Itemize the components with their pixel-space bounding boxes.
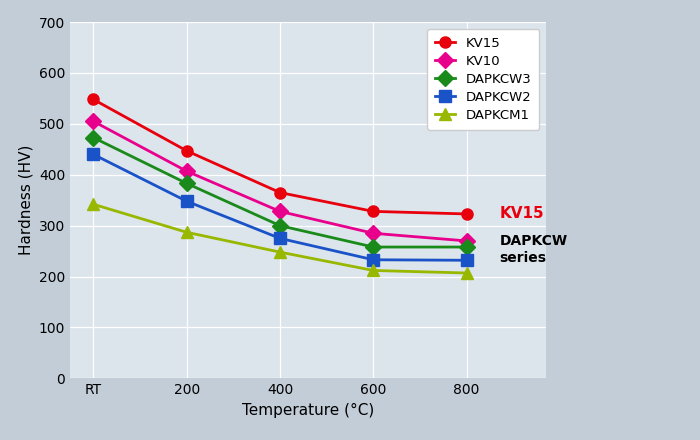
KV10: [463, 238, 471, 244]
KV15: [183, 148, 191, 154]
DAPKCW3: [183, 181, 191, 186]
KV10: [276, 209, 284, 214]
KV15: [276, 190, 284, 195]
DAPKCW3: [369, 244, 377, 249]
DAPKCW3: [276, 223, 284, 228]
Line: KV15: KV15: [88, 94, 473, 220]
KV15: [89, 97, 97, 102]
Line: DAPKCM1: DAPKCM1: [88, 199, 473, 279]
Y-axis label: Hardness (HV): Hardness (HV): [18, 145, 33, 255]
KV10: [89, 119, 97, 124]
DAPKCM1: [369, 268, 377, 273]
Line: DAPKCW2: DAPKCW2: [88, 149, 473, 266]
DAPKCM1: [89, 202, 97, 207]
KV15: [369, 209, 377, 214]
DAPKCW2: [276, 236, 284, 241]
DAPKCW2: [89, 152, 97, 157]
KV10: [183, 169, 191, 174]
Line: DAPKCW3: DAPKCW3: [88, 132, 473, 253]
DAPKCW2: [369, 257, 377, 262]
DAPKCW2: [183, 198, 191, 204]
Text: KV15: KV15: [499, 206, 544, 221]
DAPKCW2: [463, 258, 471, 263]
DAPKCM1: [183, 230, 191, 235]
X-axis label: Temperature (°C): Temperature (°C): [242, 403, 374, 418]
Text: DAPKCW
series: DAPKCW series: [499, 234, 568, 265]
Legend: KV15, KV10, DAPKCW3, DAPKCW2, DAPKCM1: KV15, KV10, DAPKCW3, DAPKCW2, DAPKCM1: [428, 29, 540, 130]
KV15: [463, 211, 471, 216]
DAPKCM1: [463, 270, 471, 275]
DAPKCM1: [276, 249, 284, 255]
KV10: [369, 231, 377, 236]
Line: KV10: KV10: [88, 116, 473, 246]
DAPKCW3: [89, 135, 97, 140]
DAPKCW3: [463, 244, 471, 249]
